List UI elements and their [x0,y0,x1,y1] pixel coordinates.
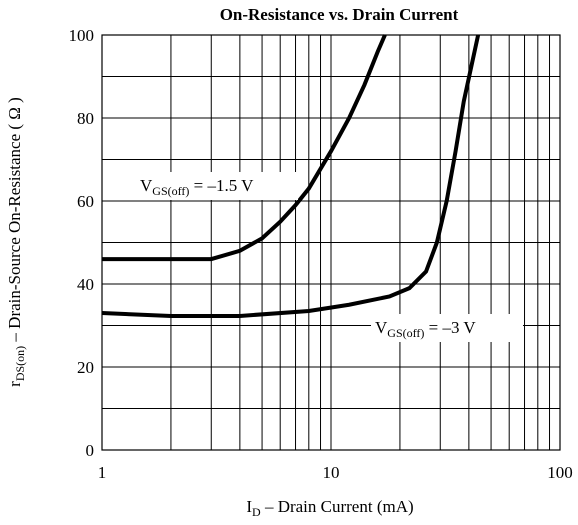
y-axis-label: rDS(on) – Drain-Source On-Resistance ( Ω… [5,97,27,387]
annotation-main: V [140,176,153,195]
annotation-sub: GS(off) [152,184,189,198]
annotation-rest: = –3 V [424,318,476,337]
annotation-rest: = –1.5 V [189,176,254,195]
x-tick-label: 100 [547,463,573,482]
x-axis-label: ID – Drain Current (mA) [246,497,413,519]
y-tick-label: 40 [77,275,94,294]
y-tick-label: 100 [69,26,95,45]
annotation: VGS(off) = –1.5 V [140,176,254,198]
annotation-main: V [375,318,388,337]
annotation-bg [371,314,523,342]
chart-title: On-Resistance vs. Drain Current [220,5,459,24]
annotation-sub: GS(off) [387,326,424,340]
annotation-bg [136,172,298,200]
y-tick-label: 0 [86,441,95,460]
annotation: VGS(off) = –3 V [375,318,476,340]
plot-frame [101,34,561,451]
x-tick-label: 10 [323,463,340,482]
y-tick-label: 60 [77,192,94,211]
y-tick-label: 80 [77,109,94,128]
x-tick-label: 1 [98,463,107,482]
y-tick-label: 20 [77,358,94,377]
curve [102,34,387,262]
curve [101,34,481,318]
